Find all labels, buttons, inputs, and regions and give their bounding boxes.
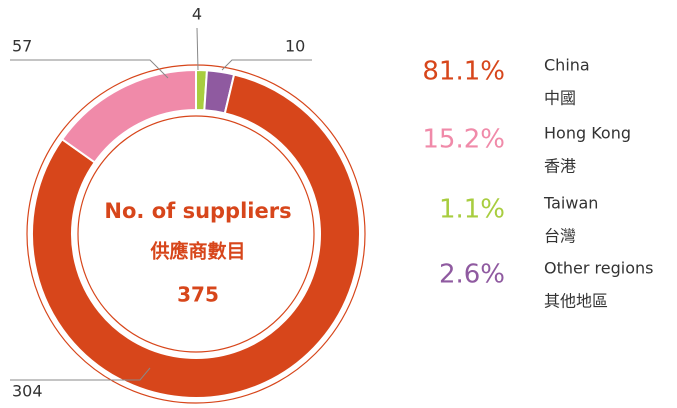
value-label: 10: [285, 37, 305, 56]
legend-percent: 1.1%: [439, 195, 505, 225]
legend-percent: 81.1%: [422, 57, 505, 87]
value-label: 4: [192, 5, 202, 24]
leader-line: [10, 367, 151, 381]
inner-ring: [77, 115, 315, 353]
legend-name-zh: 香港: [544, 157, 576, 176]
legend-name: China: [544, 56, 590, 75]
legend-name-zh: 中國: [544, 89, 576, 108]
leader-line: [10, 59, 169, 79]
legend-name: Other regions: [544, 259, 653, 278]
value-label: 304: [12, 382, 43, 401]
legend-percent: 2.6%: [439, 260, 505, 290]
slices: [31, 68, 361, 399]
center-total: 375: [177, 283, 219, 307]
legend-name-zh: 其他地區: [544, 292, 608, 311]
leader-line: [196, 27, 199, 71]
slice: [31, 73, 361, 399]
slice: [60, 68, 197, 164]
legend-name: Taiwan: [543, 194, 598, 213]
center-title-zh: 供應商數目: [149, 240, 245, 263]
center-title: No. of suppliers: [104, 199, 291, 223]
legend: 81.1% China 中國 15.2% Hong Kong 香港 1.1% Taiwan 台灣…: [422, 56, 653, 311]
legend-name-zh: 台灣: [544, 227, 576, 246]
value-label: 57: [12, 37, 32, 56]
legend-name: Hong Kong: [544, 124, 631, 143]
outer-ring: [26, 64, 366, 404]
legend-percent: 15.2%: [422, 125, 505, 155]
leader-line: [221, 59, 312, 71]
